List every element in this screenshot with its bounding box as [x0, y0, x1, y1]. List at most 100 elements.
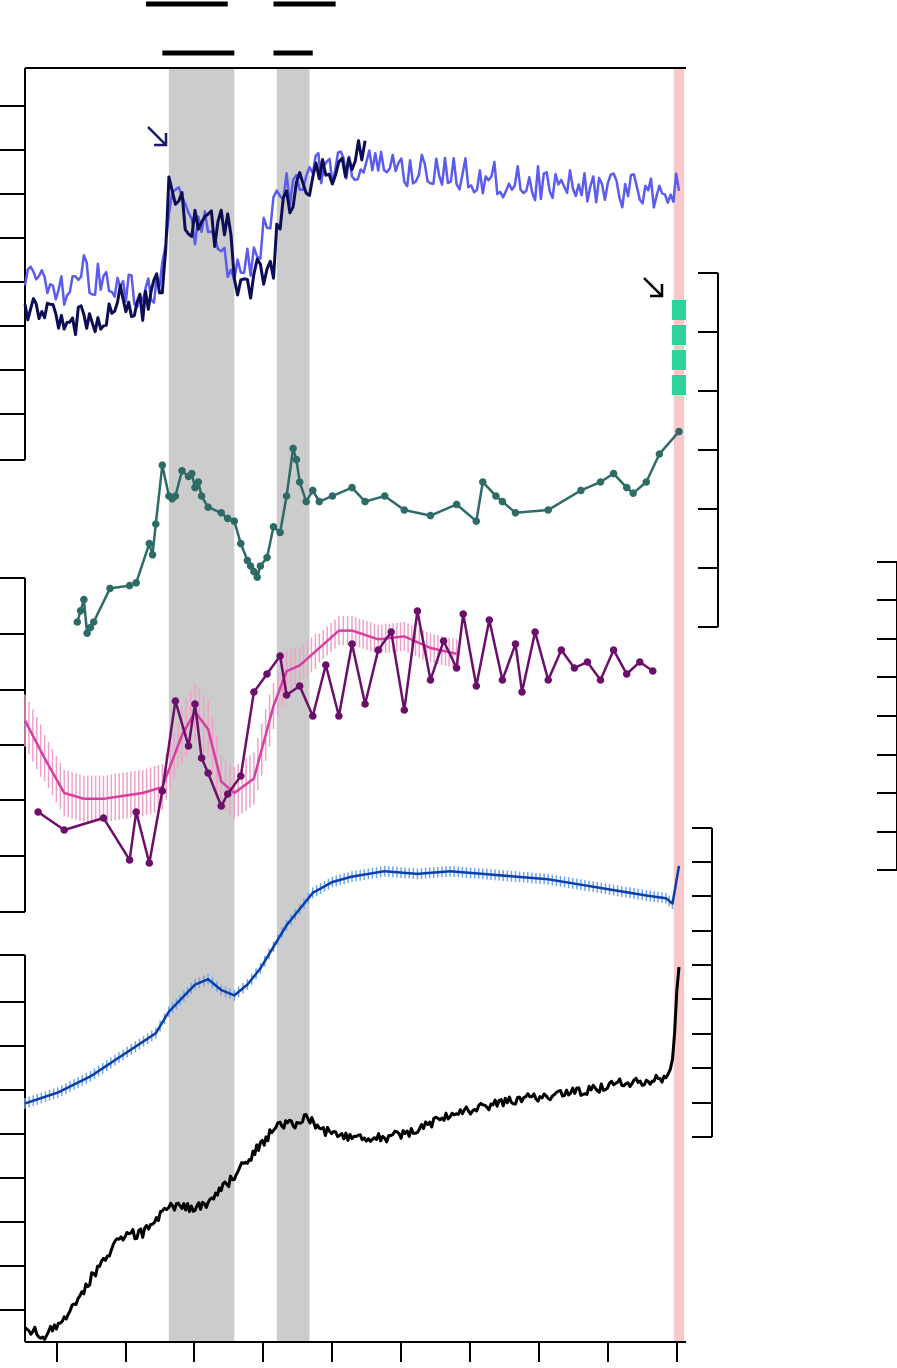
shading-layer: [168, 68, 685, 1342]
purple_points-point-8: [184, 742, 193, 750]
purple_points-point-38: [531, 628, 539, 636]
teal_points-point-36: [289, 444, 297, 453]
teal_points-point-26: [237, 539, 245, 548]
purple_points-point-9: [191, 700, 199, 708]
black_rising-line: [23, 966, 681, 1341]
teal_points-point-33: [269, 523, 278, 531]
purple_points-point-10: [197, 754, 206, 762]
purple_points-point-37: [518, 688, 526, 696]
teal_points-point-52: [498, 497, 507, 506]
teal_points-point-1: [76, 607, 85, 615]
purple_points-line: [37, 609, 654, 865]
teal_points-point-31: [256, 562, 265, 570]
arrow-annotation-top: [147, 126, 168, 147]
purple_points-point-40: [557, 646, 566, 654]
teal_points-point-55: [577, 486, 585, 495]
purple_points-point-43: [596, 676, 605, 684]
purple_points-point-18: [282, 691, 291, 699]
teal_points-point-34: [276, 528, 284, 537]
purple_points-point-34: [485, 616, 494, 624]
purple_points-point-29: [426, 676, 435, 684]
teal_points-point-15: [171, 492, 180, 500]
teal_points-point-24: [223, 514, 232, 523]
purple_points-point-46: [636, 658, 644, 666]
annotation-layer: [147, 126, 686, 395]
purple_points-point-42: [583, 658, 592, 666]
teal_points-point-61: [655, 450, 664, 458]
teal_points-point-11: [152, 520, 160, 528]
teal_points-point-60: [642, 478, 651, 486]
arrow-annotation-right: [643, 277, 664, 298]
purple_points-point-6: [158, 787, 167, 795]
teal_points-point-59: [629, 489, 637, 498]
arrow-annotation-top-head: [154, 133, 168, 147]
teal-square-marker-0: [672, 300, 686, 320]
teal_points-point-10: [148, 551, 157, 559]
teal_points-point-56: [596, 478, 605, 486]
teal_points-point-21: [197, 492, 206, 500]
teal-square-marker-3: [672, 375, 686, 395]
purple_points-point-2: [99, 814, 108, 822]
teal_points-point-42: [328, 492, 337, 500]
purple_points-point-23: [348, 640, 356, 648]
purple_points-point-25: [374, 646, 383, 654]
teal_points-point-35: [282, 492, 291, 500]
teal_points-point-18: [188, 469, 196, 478]
teal_points-point-46: [400, 506, 409, 514]
arrow-annotation-right-shaft: [643, 277, 663, 297]
arrow-annotation-right-head: [650, 284, 664, 298]
teal_points-point-7: [125, 581, 134, 590]
teal_points-point-49: [472, 517, 481, 525]
purple_points-point-33: [472, 682, 481, 690]
teal_points-point-39: [302, 497, 311, 506]
teal_points-line: [76, 430, 680, 635]
purple_points-point-14: [237, 772, 245, 780]
teal_points-point-23: [217, 509, 225, 517]
teal_points-point-29: [250, 567, 258, 576]
teal_points-point-6: [106, 584, 114, 593]
teal_points-point-43: [348, 483, 356, 492]
teal_points-point-44: [361, 497, 369, 506]
teal_points-point-57: [609, 469, 618, 478]
teal_points-point-25: [230, 517, 239, 525]
blue_band-line: [24, 865, 681, 1105]
navy_noisy-line: [23, 139, 367, 337]
purple_points-point-12: [217, 802, 225, 810]
teal_points-point-20: [194, 478, 203, 486]
purple_points-point-11: [204, 769, 212, 777]
purple_points-point-31: [452, 664, 461, 672]
purple_points-point-39: [544, 676, 552, 684]
teal_points-point-22: [204, 503, 212, 512]
teal_points-point-48: [452, 500, 461, 509]
teal_points-point-16: [178, 467, 186, 475]
teal_points-point-58: [622, 483, 631, 492]
teal_points-point-47: [426, 511, 435, 520]
teal_points-point-50: [479, 478, 487, 486]
series-layer: [23, 139, 683, 1341]
purple_points-point-19: [295, 682, 304, 690]
teal_points-point-45: [380, 492, 389, 500]
purple_points-point-28: [413, 607, 422, 615]
shaded-interval-0: [168, 68, 235, 1342]
purple_points-point-17: [276, 652, 284, 660]
purple_points-point-7: [171, 697, 180, 705]
teal-square-marker-2: [672, 350, 686, 370]
purple_points-point-27: [400, 706, 409, 714]
teal_points-point-53: [511, 509, 520, 517]
purple_points-point-16: [263, 670, 271, 678]
teal_points-point-40: [309, 486, 317, 495]
purple_points-point-36: [511, 640, 520, 648]
teal_points-point-27: [243, 556, 252, 565]
teal_points-point-54: [544, 506, 552, 514]
purple_points-point-30: [439, 637, 448, 645]
teal_points-point-19: [191, 483, 199, 492]
teal_points-point-32: [263, 553, 271, 562]
purple_points-point-32: [459, 610, 468, 618]
purple_points-point-0: [34, 808, 42, 816]
purple_points-point-20: [309, 712, 317, 720]
arrow-annotation-top-shaft: [147, 126, 167, 146]
teal_points-point-62: [675, 427, 683, 436]
teal_points-point-3: [83, 629, 91, 637]
purple_points-point-3: [125, 856, 134, 864]
